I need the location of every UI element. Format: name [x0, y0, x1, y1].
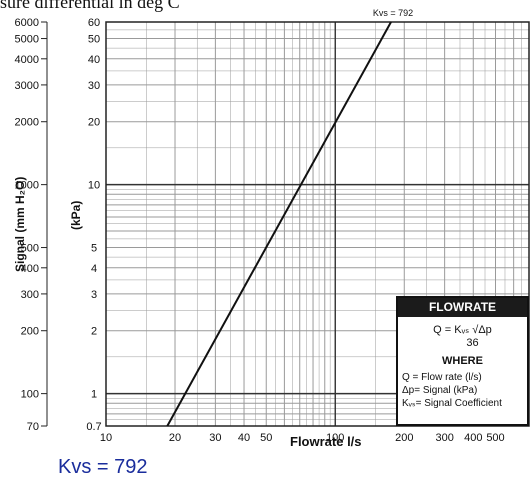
annotation-layer: Kvs = 792: [373, 8, 413, 18]
y-tick-label-kpa: 5: [91, 243, 97, 255]
x-tick-labels: 10 20 30 40 50 100 200 300 400 500: [100, 432, 505, 444]
y-tick-label-mm: 200: [21, 326, 39, 338]
x-tick-label: 20: [169, 432, 181, 444]
y-tick-label-mm: 1000: [15, 180, 39, 192]
plot-border: [105, 21, 530, 427]
legend-where: WHERE: [442, 355, 483, 367]
y-tick-label-mm: 5000: [15, 34, 39, 46]
x-tick-label: 40: [238, 432, 250, 444]
x-tick-label: 500: [486, 432, 504, 444]
y-axis-title-right: (kPa): [69, 201, 83, 230]
legend-title: FLOWRATE: [398, 298, 527, 317]
y-tick-label-kpa: 4: [91, 263, 97, 275]
y-tick-label-kpa: 40: [88, 54, 100, 66]
y-tick-labels-mm: 70 100 200 300 400 500 1000 2000 3000 4000 5000 600…: [15, 17, 48, 433]
y-tick-label-mm: 6000: [15, 17, 39, 29]
formula-legend: FLOWRATE Q = Kᵥₛ √Δp 36 WHERE Q = Flow r…: [396, 296, 529, 426]
series-annotation: Kvs = 792: [373, 8, 413, 18]
y-tick-label-mm: 2000: [15, 117, 39, 129]
series-line-kvs: [166, 21, 392, 427]
x-tick-label: 30: [209, 432, 221, 444]
y-tick-label-kpa: 10: [88, 180, 100, 192]
y-tick-label-mm: 400: [21, 263, 39, 275]
y-axis-title-left: Signal (mm H₂O): [13, 177, 27, 272]
legend-def-q: Q = Flow rate (l/s): [402, 372, 482, 383]
y-tick-label-kpa: 50: [88, 34, 100, 46]
x-axis-title: Flowrate l/s: [290, 434, 362, 449]
series-layer: [166, 21, 392, 427]
y-tick-label-kpa: 2: [91, 326, 97, 338]
y-tick-label-kpa: 1: [91, 389, 97, 401]
y-tick-label-kpa: 60: [88, 17, 100, 29]
legend-def-dp: Δp= Signal (kPa): [402, 385, 478, 396]
y-tick-label-mm: 300: [21, 289, 39, 301]
y-tick-label-mm: 4000: [15, 54, 39, 66]
x-tick-label: 10: [100, 432, 112, 444]
x-tick-label: 200: [395, 432, 413, 444]
kvs-footer-label: Kvs = 792: [58, 456, 148, 478]
legend-def-kvs: Kᵥₛ= Signal Coefficient: [402, 398, 502, 409]
plot-frame: [105, 21, 530, 427]
formula-numerator: Q = Kᵥₛ √Δp: [433, 324, 492, 336]
legend-definitions: Q = Flow rate (l/s) Δp= Signal (kPa) Kᵥₛ…: [398, 371, 527, 410]
y-tick-label-mm: 100: [21, 389, 39, 401]
y-tick-label-kpa: 30: [88, 80, 100, 92]
y-tick-label-mm: 70: [27, 421, 39, 433]
x-tick-label: 400: [464, 432, 482, 444]
y-tick-label-kpa: 20: [88, 117, 100, 129]
formula-denominator: 36: [466, 337, 479, 349]
x-tick-label: 50: [260, 432, 272, 444]
x-tick-label: 300: [435, 432, 453, 444]
x-tick-label: 100: [326, 432, 344, 444]
page-header-fragment: sure differential in deg C: [0, 0, 180, 12]
y-tick-labels-kpa: 0.7 1 2 3 4 5 10 20 30 40 50 60: [86, 17, 101, 433]
y-tick-label-mm: 500: [21, 243, 39, 255]
y-tick-label-mm: 3000: [15, 80, 39, 92]
legend-formula: Q = Kᵥₛ √Δp 36: [398, 323, 527, 349]
y-tick-label-kpa: 0.7: [86, 421, 101, 433]
y-tick-label-kpa: 3: [91, 289, 97, 301]
